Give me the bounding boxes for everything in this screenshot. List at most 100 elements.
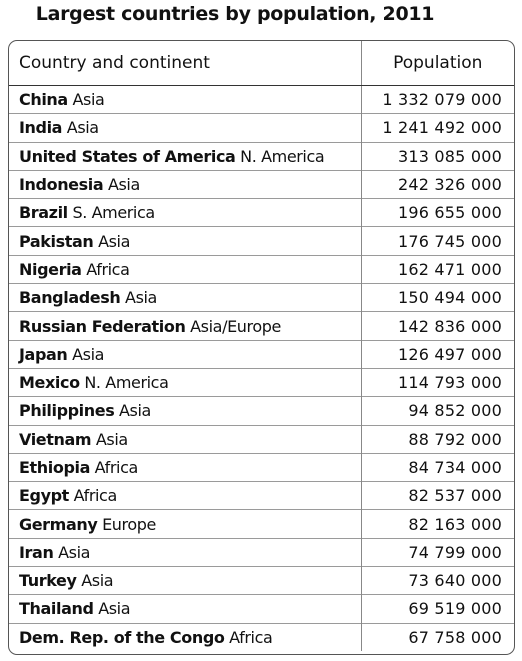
continent-name: Asia	[119, 401, 151, 421]
population-value: 82 163 000	[360, 509, 514, 539]
table-row: Dem. Rep. of the Congo Africa 67 758 000	[9, 622, 514, 651]
table-row: Japan Asia 126 497 000	[9, 339, 514, 369]
table-row: Indonesia Asia 242 326 000	[9, 169, 514, 199]
table-body: China Asia 1 332 079 000 India Asia 1 241 4…	[9, 85, 514, 651]
table-row: China Asia 1 332 079 000	[9, 85, 514, 114]
continent-name: Asia	[72, 344, 105, 364]
country-continent-cell: Brazil S. America	[9, 198, 361, 227]
population-value: 84 734 000	[360, 452, 514, 482]
country-name: Iran	[19, 542, 54, 562]
table-row: Russian Federation Asia/Europe 142 836 00…	[9, 311, 514, 341]
continent-name: Asia	[107, 175, 140, 195]
population-value: 126 497 000	[360, 339, 514, 369]
population-table: Country and continent Population China A…	[9, 41, 514, 651]
country-continent-cell: Bangladesh Asia	[9, 283, 361, 312]
country-continent-cell: China Asia	[9, 86, 361, 114]
table-row: United States of America N. America 313 0…	[9, 141, 514, 171]
continent-name: N. America	[240, 146, 325, 166]
table-header: Country and continent Population	[9, 41, 514, 86]
table-row: Thailand Asia 69 519 000	[9, 594, 514, 624]
population-value: 162 471 000	[360, 254, 514, 284]
country-name: Indonesia	[19, 175, 104, 195]
country-continent-cell: Mexico N. America	[9, 367, 361, 397]
table-row: Bangladesh Asia 150 494 000	[9, 283, 514, 312]
table-row: Pakistan Asia 176 745 000	[9, 226, 514, 256]
continent-name: Europe	[102, 514, 156, 534]
continent-name: Asia	[95, 429, 128, 449]
population-value: 88 792 000	[360, 424, 514, 454]
country-continent-cell: Turkey Asia	[9, 566, 361, 595]
country-continent-cell: Thailand Asia	[9, 594, 361, 624]
population-value: 114 793 000	[360, 367, 514, 397]
continent-name: Asia	[58, 542, 91, 562]
country-name: Japan	[19, 344, 68, 364]
table-row: Philippines Asia 94 852 000	[9, 396, 514, 426]
country-name: Thailand	[19, 599, 94, 619]
country-continent-cell: Egypt Africa	[9, 481, 361, 510]
country-name: United States of America	[19, 146, 236, 166]
table-row: Turkey Asia 73 640 000	[9, 566, 514, 595]
country-continent-cell: Nigeria Africa	[9, 254, 361, 284]
country-continent-cell: Dem. Rep. of the Congo Africa	[9, 622, 361, 651]
country-name: Turkey	[19, 571, 77, 591]
population-value: 1 332 079 000	[360, 85, 514, 114]
table-row: India Asia 1 241 492 000	[9, 113, 514, 143]
country-continent-cell: Indonesia Asia	[9, 169, 361, 199]
table-row: Mexico N. America 114 793 000	[9, 367, 514, 397]
country-name: Ethiopia	[19, 458, 90, 477]
continent-name: Africa	[73, 486, 118, 506]
column-header-country: Country and continent	[9, 41, 361, 86]
population-value: 82 537 000	[360, 481, 514, 510]
population-value: 150 494 000	[360, 283, 514, 312]
table-row: Ethiopia Africa 84 734 000	[9, 452, 514, 482]
population-value: 242 326 000	[360, 169, 514, 199]
population-value: 74 799 000	[360, 537, 514, 567]
continent-name: Asia	[125, 288, 157, 308]
table-row: Egypt Africa 82 537 000	[9, 481, 514, 510]
country-name: Nigeria	[19, 259, 82, 279]
country-continent-cell: Pakistan Asia	[9, 226, 361, 256]
country-name: Dem. Rep. of the Congo	[19, 627, 225, 647]
country-continent-cell: Japan Asia	[9, 339, 361, 369]
country-name: Brazil	[19, 203, 68, 223]
population-value: 142 836 000	[360, 311, 514, 341]
country-name: China	[19, 90, 68, 110]
table-row: Nigeria Africa 162 471 000	[9, 254, 514, 284]
population-value: 73 640 000	[360, 566, 514, 595]
population-value: 313 085 000	[360, 141, 514, 171]
country-continent-cell: Ethiopia Africa	[9, 452, 361, 482]
country-continent-cell: Vietnam Asia	[9, 424, 361, 454]
continent-name: Asia/Europe	[190, 316, 281, 336]
country-continent-cell: India Asia	[9, 113, 361, 143]
column-header-population: Population	[360, 41, 514, 86]
country-name: Pakistan	[19, 231, 94, 251]
continent-name: Asia	[72, 90, 105, 110]
country-continent-cell: Philippines Asia	[9, 396, 361, 426]
country-name: Mexico	[19, 373, 80, 393]
country-name: Egypt	[19, 486, 69, 506]
continent-name: Africa	[229, 627, 273, 647]
population-value: 69 519 000	[360, 594, 514, 624]
table-row: Brazil S. America 196 655 000	[9, 198, 514, 227]
country-continent-cell: Iran Asia	[9, 537, 361, 567]
country-name: India	[19, 118, 63, 138]
population-value: 1 241 492 000	[360, 113, 514, 143]
table-row: Vietnam Asia 88 792 000	[9, 424, 514, 454]
country-continent-cell: Germany Europe	[9, 509, 361, 539]
table-row: Germany Europe 82 163 000	[9, 509, 514, 539]
page-title: Largest countries by population, 2011	[35, 3, 435, 25]
header-row: Country and continent Population	[9, 41, 514, 86]
population-table-frame: Country and continent Population China A…	[8, 40, 515, 655]
continent-name: Asia	[81, 571, 114, 591]
continent-name: Africa	[86, 259, 130, 279]
country-name: Philippines	[19, 401, 115, 421]
table-row: Iran Asia 74 799 000	[9, 537, 514, 567]
country-continent-cell: Russian Federation Asia/Europe	[9, 311, 361, 341]
population-value: 67 758 000	[360, 622, 514, 651]
continent-name: Asia	[98, 231, 131, 251]
population-value: 94 852 000	[360, 396, 514, 426]
country-continent-cell: United States of America N. America	[9, 141, 361, 171]
continent-name: S. America	[72, 203, 155, 223]
country-name: Vietnam	[19, 429, 92, 449]
continent-name: N. America	[84, 373, 169, 393]
